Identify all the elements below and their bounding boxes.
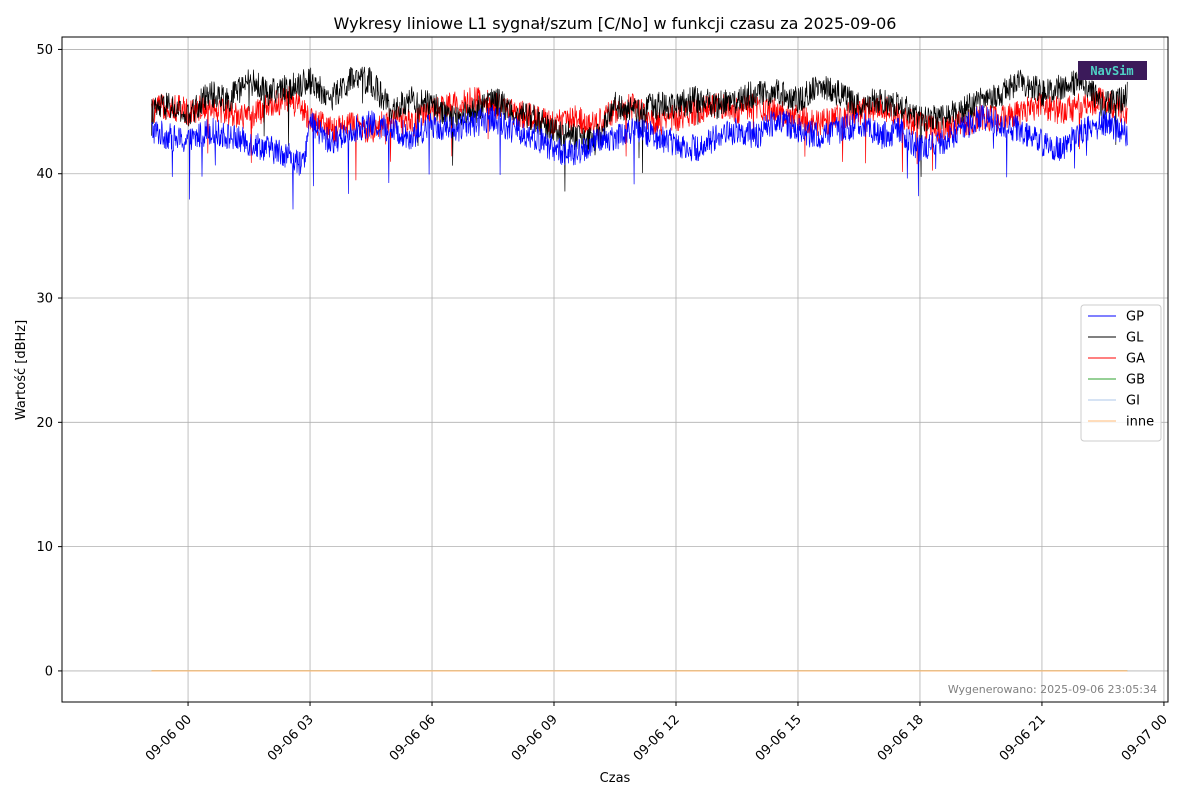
y-tick-label: 50	[36, 43, 53, 58]
y-tick-label: 20	[36, 416, 53, 431]
grid	[62, 37, 1168, 702]
logo-text: NavSim	[1090, 64, 1133, 78]
series-line-gp	[151, 104, 1128, 210]
plot-frame	[61, 36, 1169, 703]
logo-background	[1078, 61, 1147, 80]
series-layer	[151, 66, 1128, 672]
legend-label: GB	[1126, 373, 1145, 388]
chart-title: Wykresy liniowe L1 sygnał/szum [C/No] w …	[334, 14, 897, 33]
series-line-gl	[151, 66, 1128, 192]
y-tick-label: 40	[36, 167, 53, 182]
x-axis-title: Czas	[600, 771, 631, 786]
generated-timestamp: Wygenerowano: 2025-09-06 23:05:34	[948, 683, 1157, 696]
legend-label: inne	[1126, 415, 1154, 430]
y-axis-title: Wartość [dBHz]	[14, 320, 29, 420]
legend-label: GI	[1126, 394, 1140, 409]
legend-box	[1080, 304, 1162, 442]
legend: GP GL GA GB GI inne	[1080, 304, 1162, 442]
logo: NavSim	[1078, 61, 1147, 80]
y-tick-label: 10	[36, 540, 53, 555]
legend-label: GP	[1126, 310, 1144, 325]
legend-label: GL	[1126, 331, 1144, 346]
legend-label: GA	[1126, 352, 1145, 367]
y-tick-label: 30	[36, 292, 53, 307]
y-tick-label: 0	[45, 664, 53, 679]
y-axis: 0 10 20 30 40 50	[36, 43, 62, 679]
